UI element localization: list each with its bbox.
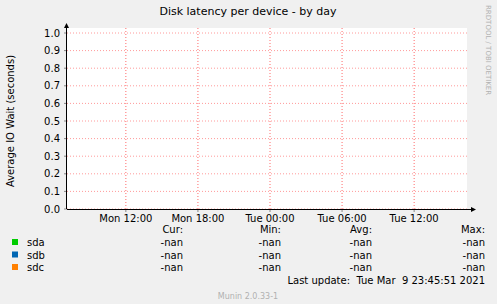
legend-column-header: Min:	[260, 224, 281, 235]
x-grid-line	[197, 28, 198, 209]
y-tick-label: 0.0	[44, 204, 60, 215]
y-tick-label: 0.8	[44, 63, 60, 74]
y-grid-line	[67, 33, 467, 34]
legend-swatch	[12, 264, 18, 270]
legend-stat: -nan	[463, 237, 485, 248]
y-tick-label: 0.5	[44, 116, 60, 127]
y-grid-line	[67, 103, 467, 104]
legend-column-header: Max:	[461, 224, 485, 235]
legend-stat: -nan	[463, 250, 485, 261]
y-grid-line	[67, 68, 467, 69]
y-grid-line	[67, 121, 467, 122]
x-grid-line	[414, 28, 415, 209]
legend-stat: -nan	[350, 250, 372, 261]
legend-stat: -nan	[350, 237, 372, 248]
y-tick-label: 0.1	[44, 186, 60, 197]
legend-stat: -nan	[161, 262, 183, 273]
legend-column-header: Avg:	[350, 224, 372, 235]
x-tick-label: Tue 12:00	[389, 213, 439, 224]
y-axis	[66, 26, 67, 209]
x-tick-label: Tue 00:00	[244, 213, 294, 224]
x-axis-arrow	[471, 207, 476, 212]
x-grid-line	[270, 28, 271, 209]
background	[0, 0, 497, 304]
x-grid-line	[342, 28, 343, 209]
x-tick-label: Tue 06:00	[317, 213, 367, 224]
title: Disk latency per device - by day	[159, 5, 337, 18]
legend-stat: -nan	[463, 262, 485, 273]
x-tick-label: Mon 12:00	[99, 213, 152, 224]
y-tick-label: 0.4	[44, 133, 60, 144]
y-grid-line	[67, 156, 467, 157]
y-tick-label: 1.0	[44, 28, 60, 39]
plot-area	[67, 28, 467, 209]
legend-stat: -nan	[259, 262, 281, 273]
legend-stat: -nan	[350, 262, 372, 273]
y-tick-label: 0.7	[44, 80, 60, 91]
legend-label: sdb	[27, 250, 45, 261]
y-axis-arrow	[64, 23, 69, 28]
legend-swatch	[12, 252, 18, 258]
legend-stat: -nan	[259, 250, 281, 261]
y-tick-label: 0.2	[44, 168, 60, 179]
x-tick-label: Mon 18:00	[171, 213, 224, 224]
y-tick-label: 0.9	[44, 45, 60, 56]
y-grid-line	[67, 50, 467, 51]
y-grid-line	[67, 173, 467, 174]
y-axis-label: Average IO Wait (seconds)	[5, 55, 16, 187]
y-grid-line	[67, 138, 467, 139]
legend-stat: -nan	[161, 250, 183, 261]
y-tick-label: 0.3	[44, 151, 60, 162]
footer: Munin 2.0.33-1	[218, 292, 278, 301]
legend-column-header: Cur:	[162, 224, 183, 235]
y-tick-label: 0.6	[44, 98, 60, 109]
legend-label: sdc	[27, 262, 44, 273]
watermark: RRDTOOL / TOBI OETIKER	[484, 5, 492, 95]
legend-swatch	[12, 239, 18, 245]
chart: Disk latency per device - by day Average …	[0, 0, 497, 304]
legend-stat: -nan	[259, 237, 281, 248]
legend-stat: -nan	[161, 237, 183, 248]
x-axis	[67, 209, 473, 210]
last-update: Last update: Tue Mar 9 23:45:51 2021	[287, 275, 485, 286]
y-grid-line	[67, 85, 467, 86]
x-grid-line	[125, 28, 126, 209]
legend-label: sda	[27, 237, 45, 248]
y-grid-line	[67, 191, 467, 192]
